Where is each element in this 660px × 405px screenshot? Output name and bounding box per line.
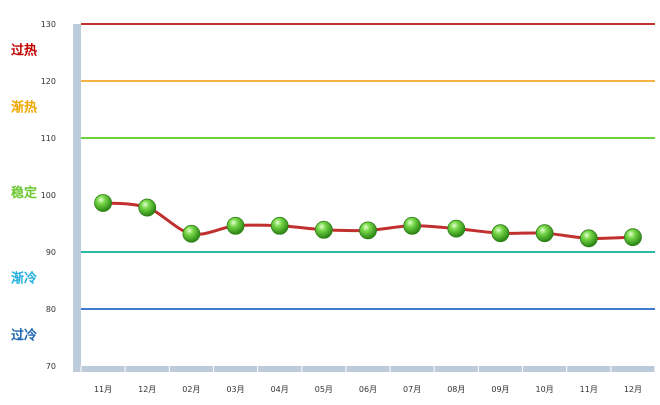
data-point	[138, 198, 157, 217]
zone-label: 渐冷	[11, 271, 37, 287]
x-tick-label: 03月	[226, 385, 244, 394]
data-points	[94, 194, 642, 248]
y-tick-label: 70	[46, 362, 56, 371]
x-tick-label: 12月	[624, 385, 642, 394]
zone-label: 过热	[11, 43, 37, 59]
x-tick-label: 02月	[182, 385, 200, 394]
data-point	[270, 216, 289, 235]
data-point	[182, 224, 201, 243]
x-tick-label: 11月	[94, 385, 112, 394]
data-point	[226, 216, 245, 235]
x-tick-label: 10月	[536, 385, 554, 394]
x-tick-label: 12月	[138, 385, 156, 394]
data-point	[624, 228, 642, 247]
x-tick-label: 11月	[580, 385, 598, 394]
x-tick-label: 09月	[491, 385, 509, 394]
data-point	[359, 221, 377, 240]
y-tick-label: 90	[46, 248, 56, 257]
data-point	[491, 224, 510, 243]
y-tick-label: 110	[41, 134, 56, 143]
y-tick-labels: 70 80 90 100 110 120 130	[41, 20, 56, 371]
x-tick-label: 06月	[359, 385, 377, 394]
x-tick-label: 05月	[315, 385, 333, 394]
x-tick-label: 07月	[403, 385, 421, 394]
y-tick-label: 100	[41, 191, 56, 200]
x-tick-label: 04月	[271, 385, 289, 394]
x-axis-separators	[80, 366, 656, 372]
x-tick-labels: 11月 12月 02月 03月 04月 05月 06月 07月 08月 09月 10月 11月 12月	[94, 385, 642, 394]
data-point	[447, 219, 466, 238]
y-tick-label: 80	[46, 305, 56, 314]
y-tick-label: 120	[41, 77, 56, 86]
data-point	[314, 220, 333, 239]
data-point	[94, 194, 112, 212]
y-tick-label: 130	[41, 20, 56, 29]
data-point	[535, 224, 554, 243]
reference-lines	[81, 23, 655, 310]
zone-label: 过冷	[11, 328, 37, 344]
zone-label: 稳定	[11, 185, 37, 201]
data-point	[579, 229, 598, 248]
zone-label: 渐热	[11, 100, 37, 116]
data-point	[403, 216, 422, 235]
y-axis-bar	[73, 24, 81, 369]
x-axis-bar	[73, 366, 655, 372]
x-tick-label: 08月	[447, 385, 465, 394]
